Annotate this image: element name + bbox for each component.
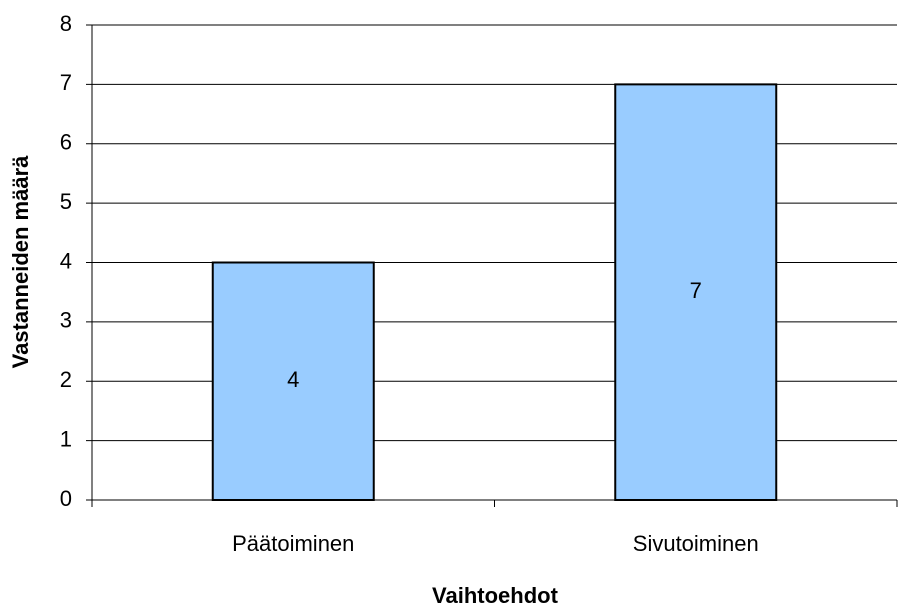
x-tick-label: Päätoiminen [232,531,354,556]
y-tick-label: 4 [60,248,72,273]
data-label: 7 [690,278,702,303]
y-tick-label: 2 [60,367,72,392]
y-tick-label: 7 [60,70,72,95]
x-axis-label: Vaihtoehdot [432,583,559,608]
y-axis-label: Vastanneiden määrä [8,155,33,369]
y-tick-label: 6 [60,130,72,155]
y-tick-label: 3 [60,308,72,333]
y-tick-label: 1 [60,426,72,451]
data-label: 4 [287,367,299,392]
y-tick-label: 0 [60,486,72,511]
y-tick-label: 8 [60,11,72,36]
x-tick-label: Sivutoiminen [633,531,759,556]
y-tick-label: 5 [60,189,72,214]
